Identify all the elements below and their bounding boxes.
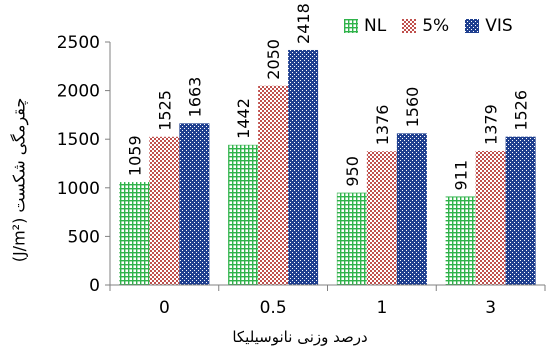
data-label: 1525 bbox=[155, 90, 174, 131]
y-tick-label: 1000 bbox=[57, 179, 100, 199]
data-label: 1442 bbox=[234, 98, 253, 139]
x-axis-label: درصد وزنی نانوسیلیکا bbox=[232, 328, 368, 346]
y-axis-label: چقرمگی شکست (J/m²) bbox=[9, 97, 29, 263]
data-label: 1376 bbox=[373, 105, 392, 146]
y-axis-label-container: چقرمگی شکست (J/m²) bbox=[4, 60, 34, 300]
data-label: 1059 bbox=[125, 135, 144, 176]
bar-5pct bbox=[475, 150, 506, 285]
data-label: 950 bbox=[343, 156, 362, 187]
bar-nl bbox=[228, 144, 259, 285]
data-label: 2418 bbox=[294, 3, 313, 44]
data-label: 1663 bbox=[185, 77, 204, 118]
y-tick-label: 1500 bbox=[57, 130, 100, 150]
bar-nl bbox=[119, 182, 150, 285]
legend-swatch-nl bbox=[344, 19, 358, 33]
x-tick-label: 0 bbox=[159, 298, 170, 318]
data-label: 2050 bbox=[264, 39, 283, 80]
x-tick-label: 3 bbox=[485, 298, 496, 318]
legend-item-5pct: 5% bbox=[402, 16, 449, 36]
data-label: 1526 bbox=[512, 90, 531, 131]
legend-item-nl: NL bbox=[344, 16, 386, 36]
bar-vis bbox=[288, 49, 319, 286]
y-tick-label: 2000 bbox=[57, 82, 100, 102]
y-tick-label: 0 bbox=[89, 276, 100, 296]
legend-label-vis: VIS bbox=[485, 16, 513, 36]
bar-vis bbox=[505, 136, 536, 285]
bar-vis bbox=[396, 133, 427, 285]
bar-nl bbox=[336, 192, 367, 285]
legend-swatch-vis bbox=[465, 19, 480, 33]
y-tick-label: 2500 bbox=[57, 33, 100, 53]
legend: NL 5% VIS bbox=[344, 16, 513, 36]
axes-group: 0 500 1000 1500 2000 2500 0 0.5 1 3 bbox=[57, 33, 546, 318]
data-labels-group: 1059 1525 1663 1442 2050 2418 950 1376 1560 911 13… bbox=[125, 3, 530, 190]
legend-item-vis: VIS bbox=[465, 16, 513, 36]
legend-swatch-5pct bbox=[402, 19, 417, 33]
x-tick-label: 1 bbox=[376, 298, 387, 318]
legend-label-5pct: 5% bbox=[422, 16, 450, 36]
bar-5pct bbox=[366, 151, 397, 285]
bar-vis bbox=[179, 123, 210, 285]
bars-group bbox=[119, 49, 536, 286]
y-tick-label: 500 bbox=[68, 227, 100, 247]
bar-nl bbox=[445, 196, 476, 285]
bar-5pct bbox=[258, 85, 289, 286]
data-label: 1560 bbox=[403, 87, 422, 128]
legend-label-nl: NL bbox=[364, 16, 387, 36]
x-tick-label: 0.5 bbox=[260, 298, 287, 318]
data-label: 911 bbox=[452, 160, 471, 191]
bar-5pct bbox=[149, 136, 180, 285]
data-label: 1379 bbox=[482, 104, 501, 145]
